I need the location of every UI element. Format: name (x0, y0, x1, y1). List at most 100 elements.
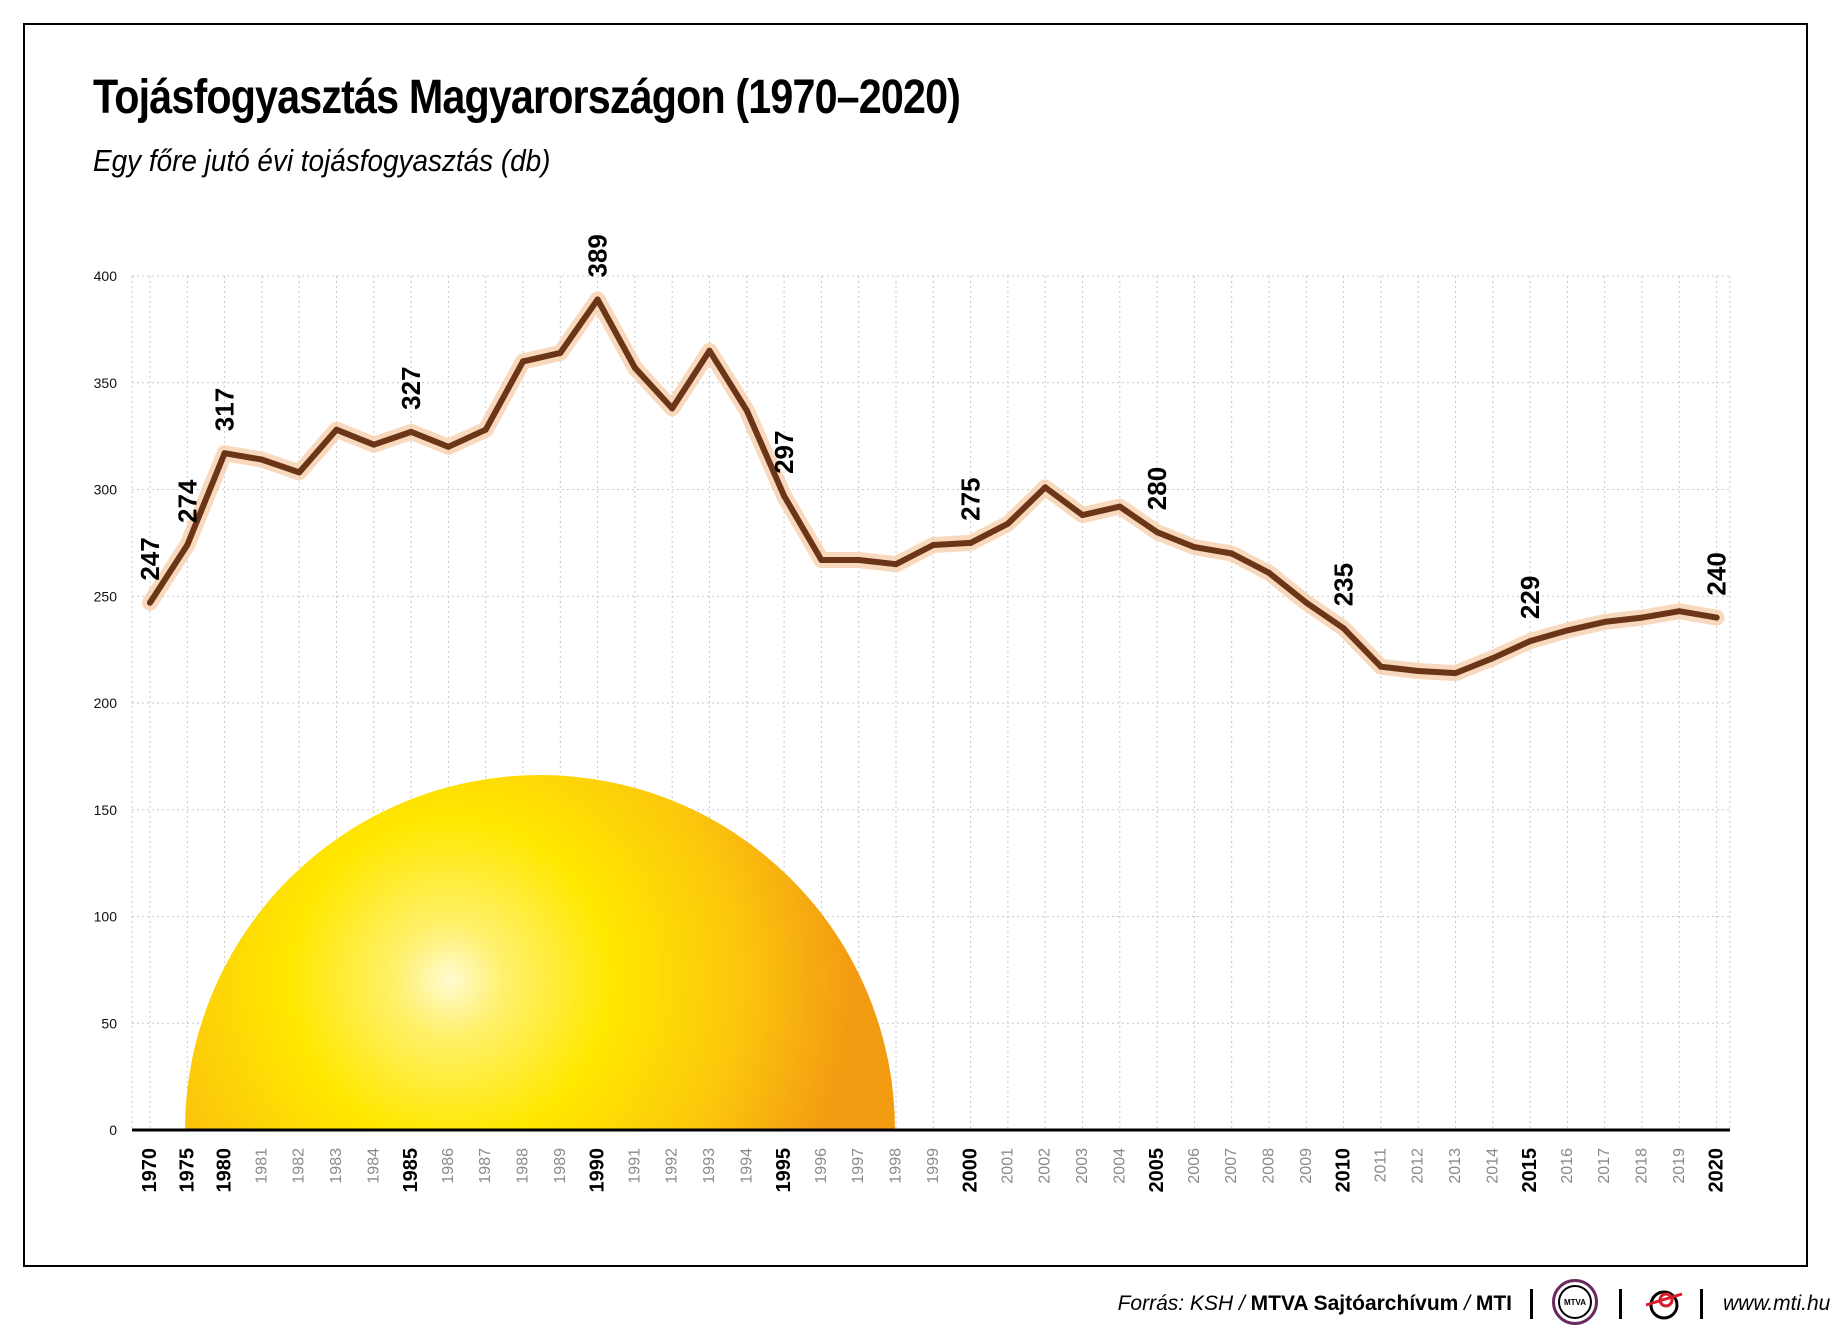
x-tick-label: 1997 (850, 1148, 867, 1184)
data-label: 235 (1329, 563, 1359, 606)
x-tick-label: 1985 (400, 1148, 422, 1193)
source-separator: / (1458, 1292, 1476, 1315)
x-tick-label: 1981 (253, 1148, 270, 1184)
y-tick-label: 250 (94, 588, 118, 604)
data-point (1042, 484, 1049, 491)
y-tick-label: 400 (94, 268, 118, 284)
data-point (594, 296, 601, 303)
data-label: 247 (135, 537, 165, 580)
x-tick-label: 2020 (1706, 1148, 1728, 1193)
data-label: 297 (769, 431, 799, 474)
data-point (408, 428, 415, 435)
x-tick-label: 1982 (291, 1148, 308, 1184)
data-point (445, 443, 452, 450)
x-tick-label: 1988 (515, 1148, 532, 1184)
x-tick-label: 1970 (139, 1148, 161, 1193)
x-tick-label: 2016 (1559, 1148, 1576, 1184)
source-archive: MTVA Sajtóarchívum (1250, 1292, 1459, 1315)
footer-divider (1530, 1289, 1533, 1319)
data-point (781, 492, 788, 499)
x-tick-label: 1986 (440, 1148, 457, 1184)
x-tick-label: 1975 (176, 1148, 198, 1193)
mtva-logo-text: MTVA (1558, 1285, 1592, 1319)
y-tick-label: 150 (94, 802, 118, 818)
x-tick-label: 2015 (1519, 1148, 1541, 1193)
data-point (1191, 544, 1198, 551)
data-label: 317 (210, 388, 240, 431)
data-label: 274 (172, 479, 202, 523)
data-point (258, 456, 265, 463)
x-tick-label: 1980 (214, 1148, 236, 1193)
y-tick-label: 200 (94, 695, 118, 711)
footer-divider (1619, 1289, 1622, 1319)
x-tick-label: 1991 (626, 1148, 643, 1184)
data-point (482, 426, 489, 433)
data-point (184, 542, 191, 549)
x-tick-label: 2000 (960, 1148, 982, 1193)
data-point (930, 542, 937, 549)
x-tick-label: 1989 (552, 1148, 569, 1184)
x-tick-label: 2008 (1261, 1148, 1278, 1184)
data-point (631, 364, 638, 371)
mti-logo-icon (1645, 1290, 1683, 1320)
x-tick-label: 2007 (1223, 1148, 1240, 1184)
chart-title: Tojásfogyasztás Magyarországon (1970–202… (93, 71, 961, 124)
x-tick-label: 2002 (1037, 1148, 1054, 1184)
data-point (1079, 512, 1086, 519)
data-point (1489, 655, 1496, 662)
x-tick-label: 2014 (1484, 1148, 1501, 1184)
data-point (706, 347, 713, 354)
website-url: www.mti.hu (1723, 1292, 1831, 1315)
data-point (1116, 503, 1123, 510)
x-tick-label: 1994 (738, 1148, 755, 1184)
data-point (1303, 599, 1310, 606)
x-tick-label: 1990 (587, 1148, 609, 1193)
footer-divider (1700, 1289, 1703, 1319)
source-prefix: Forrás: KSH / (1117, 1292, 1251, 1315)
x-tick-label: 2017 (1596, 1148, 1613, 1184)
data-label: 280 (1142, 467, 1172, 510)
data-point (333, 426, 340, 433)
source-agency: MTI (1475, 1292, 1512, 1315)
data-point (221, 450, 228, 457)
x-tick-label: 2010 (1333, 1148, 1355, 1193)
data-point (1527, 638, 1534, 645)
data-point (1452, 670, 1459, 677)
x-tick-label: 1998 (888, 1148, 905, 1184)
data-point (1004, 520, 1011, 527)
x-tick-label: 2004 (1111, 1148, 1128, 1184)
mtva-logo-icon: MTVA (1552, 1279, 1598, 1325)
x-tick-label: 2019 (1671, 1148, 1688, 1184)
data-point (1415, 667, 1422, 674)
data-point (1154, 529, 1161, 536)
data-label: 229 (1515, 576, 1545, 619)
x-tick-label: 1987 (477, 1148, 494, 1184)
data-point (520, 358, 526, 365)
x-tick-label: 1992 (664, 1148, 681, 1184)
x-tick-label: 2012 (1410, 1148, 1427, 1184)
y-tick-label: 350 (94, 375, 118, 391)
data-label: 389 (583, 234, 613, 277)
line-chart: 0 50 100 150 200 250 300 350 400 1970 1975 1980 198… (94, 234, 1732, 1193)
x-tick-label: 1999 (925, 1148, 942, 1184)
data-points (147, 296, 1720, 677)
data-label: 275 (956, 477, 986, 520)
data-point (1601, 618, 1608, 625)
x-tick-label: 1995 (773, 1148, 795, 1193)
x-tick-label: 2009 (1298, 1148, 1315, 1184)
data-point (557, 349, 564, 356)
data-point (855, 556, 862, 563)
data-point (967, 539, 974, 546)
data-label: 240 (1702, 552, 1732, 595)
data-point (1564, 627, 1571, 634)
x-tick-label: 2003 (1074, 1148, 1091, 1184)
data-point (743, 407, 750, 414)
data-point (1228, 550, 1235, 557)
footer: Forrás: KSH / MTVA Sajtóarchívum / MTI M… (0, 1275, 1834, 1335)
data-point (1266, 569, 1272, 576)
x-tick-label: 1993 (701, 1148, 718, 1184)
x-tick-label: 2018 (1634, 1148, 1651, 1184)
data-point (1377, 663, 1384, 670)
x-tick-label: 2006 (1186, 1148, 1203, 1184)
